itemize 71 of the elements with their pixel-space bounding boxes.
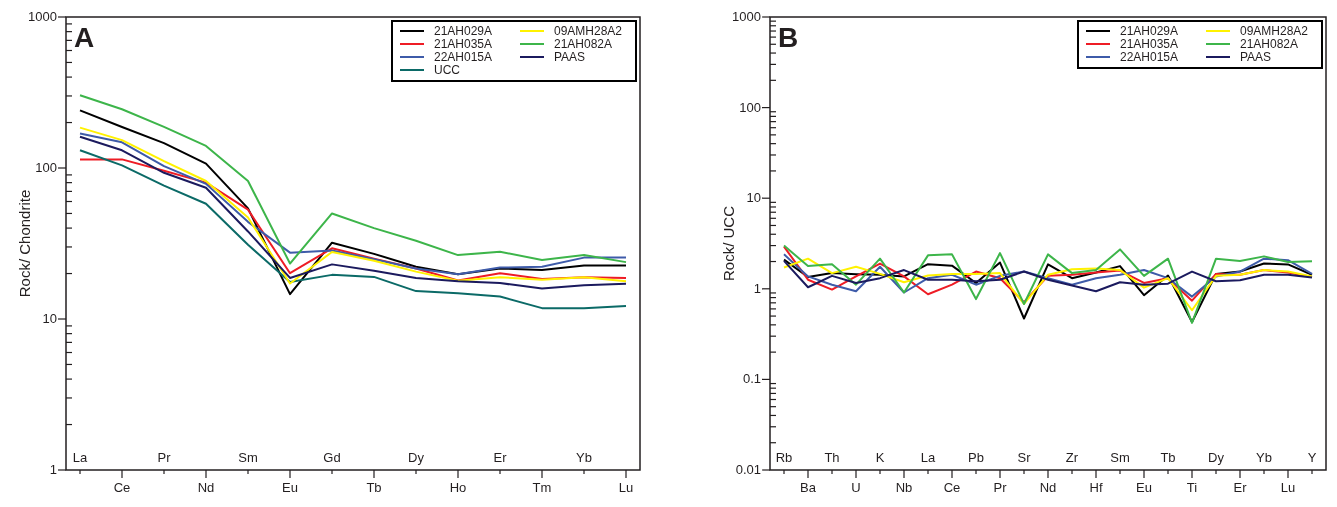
x-tick-label: La: [72, 450, 88, 465]
line-series: [783, 244, 1313, 324]
x-tick-label: Nd: [197, 480, 215, 495]
x-tick-label: Eu: [282, 480, 298, 495]
x-tick-label: U: [851, 480, 861, 495]
x-tick-label: Er: [1233, 480, 1248, 495]
x-tick-label: Ho: [449, 480, 467, 495]
legend-label: 22AH015A: [1120, 50, 1179, 64]
x-tick-label: Ba: [800, 480, 817, 495]
x-tick-label: Hf: [1089, 480, 1103, 495]
y-axis-title: Rock/ Chondrite: [16, 189, 33, 298]
x-tick-label: Ce: [113, 480, 131, 495]
x-tick-label: Tb: [1160, 450, 1176, 465]
legend-label: 21AH035A: [434, 37, 493, 51]
legend-label: 09AMH28A2: [554, 24, 623, 38]
line-series: [783, 257, 1313, 312]
x-tick-label: Sm: [1110, 450, 1130, 465]
x-tick-label: Nd: [1039, 480, 1057, 495]
x-tick-label: Pb: [968, 450, 984, 465]
x-tick-label: Sm: [238, 450, 258, 465]
legend-label: 21AH035A: [1120, 37, 1179, 51]
y-tick-label: 1: [753, 280, 761, 296]
y-tick-label: 1: [49, 462, 57, 477]
y-tick-label: 10: [42, 311, 57, 326]
legend-label: 21AH082A: [554, 37, 613, 51]
chart-title: A: [74, 22, 95, 53]
x-tick-label: Nb: [895, 480, 913, 495]
legend-label: 09AMH28A2: [1240, 24, 1309, 38]
x-tick-label: Lu: [618, 480, 634, 495]
legend-label: 21AH082A: [1240, 37, 1299, 51]
legend-label: UCC: [434, 63, 461, 77]
y-tick-label: 1000: [732, 9, 761, 24]
x-tick-label: Sr: [1017, 450, 1032, 465]
chart-title: B: [778, 22, 799, 53]
x-tick-label: Er: [493, 450, 508, 465]
legend-label: 21AH029A: [1120, 24, 1179, 38]
x-tick-label: Pr: [993, 480, 1008, 495]
y-tick-label: 1000: [28, 9, 57, 24]
x-tick-label: Lu: [1280, 480, 1296, 495]
legend-label: PAAS: [1240, 50, 1272, 64]
line-series: [783, 259, 1313, 293]
x-tick-label: Pr: [157, 450, 172, 465]
legend-label: PAAS: [554, 50, 586, 64]
y-axis-title: Rock/ UCC: [720, 205, 737, 282]
legend-label: 21AH029A: [434, 24, 493, 38]
x-tick-label: Th: [824, 450, 840, 465]
y-tick-label: 100: [35, 160, 57, 175]
line-series: [783, 253, 1313, 298]
x-tick-label: Yb: [1256, 450, 1272, 465]
x-tick-label: Yb: [576, 450, 592, 465]
x-tick-label: Tm: [532, 480, 552, 495]
x-tick-label: Eu: [1136, 480, 1152, 495]
x-tick-label: Dy: [408, 450, 425, 465]
line-series: [79, 158, 627, 282]
line-series: [79, 94, 627, 265]
x-tick-label: La: [920, 450, 936, 465]
x-tick-label: K: [875, 450, 885, 465]
y-tick-label: 100: [739, 99, 761, 115]
y-tick-label: 10: [746, 190, 761, 206]
x-tick-label: Ce: [943, 480, 961, 495]
legend-label: 22AH015A: [434, 50, 493, 64]
x-tick-label: Y: [1307, 450, 1317, 465]
x-tick-label: Ti: [1186, 480, 1198, 495]
x-tick-label: Zr: [1065, 450, 1079, 465]
y-tick-label: 0.1: [742, 371, 761, 387]
x-tick-label: Tb: [366, 480, 382, 495]
x-tick-label: Rb: [775, 450, 793, 465]
y-tick-label: 0.01: [735, 462, 761, 477]
x-tick-label: Dy: [1208, 450, 1225, 465]
x-tick-label: Gd: [323, 450, 341, 465]
line-series: [79, 149, 627, 310]
